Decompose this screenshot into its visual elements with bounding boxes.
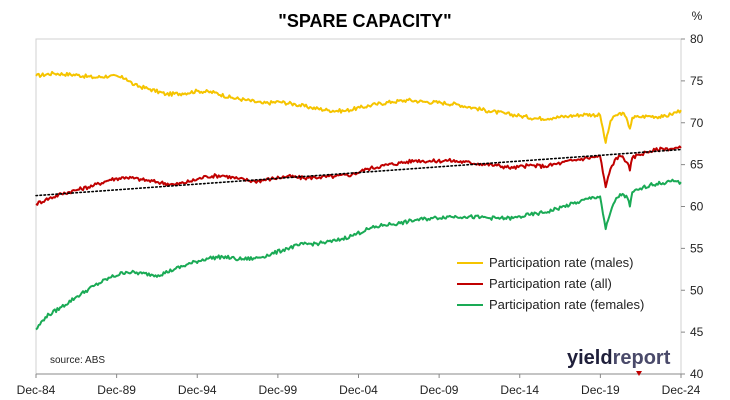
x-tick-label: Dec-24 (662, 383, 701, 397)
x-tick-label: Dec-89 (97, 383, 136, 397)
x-axis-ticks: Dec-84 Dec-89 Dec-94 Dec-99 Dec-04 Dec-09 Dec-… (17, 374, 701, 397)
y-axis-ticks: 40 45 50 55 60 65 70 75 80 (681, 32, 704, 381)
series-line-females (35, 178, 682, 331)
y-tick-label: 40 (690, 367, 704, 381)
y-tick-label: 45 (690, 325, 704, 339)
x-tick-label: Dec-19 (581, 383, 620, 397)
y-axis-unit-label: % (692, 9, 703, 23)
source-note: source: ABS (50, 355, 105, 366)
legend-entry-label: Participation rate (males) (489, 255, 634, 270)
x-tick-label: Dec-09 (420, 383, 459, 397)
y-tick-label: 80 (690, 32, 704, 46)
y-tick-label: 70 (690, 116, 704, 130)
y-tick-label: 50 (690, 283, 704, 297)
y-tick-label: 60 (690, 200, 704, 214)
series-line-males (35, 70, 682, 144)
legend: Participation rate (males) Participation … (457, 255, 644, 312)
x-tick-label: Dec-99 (259, 383, 298, 397)
chart-title: "SPARE CAPACITY" (278, 11, 451, 31)
x-tick-label: Dec-14 (500, 383, 539, 397)
legend-entry-label: Participation rate (females) (489, 297, 644, 312)
plot-frame (35, 38, 682, 375)
series-layer (35, 70, 682, 331)
svg-text:yieldreport: yieldreport (567, 347, 671, 369)
logo-accent-mark (636, 371, 642, 376)
x-tick-label: Dec-94 (178, 383, 217, 397)
y-tick-label: 65 (690, 158, 704, 172)
series-line-all (35, 145, 682, 206)
x-tick-label: Dec-84 (17, 383, 56, 397)
x-tick-label: Dec-04 (339, 383, 378, 397)
trendline-all (35, 148, 682, 197)
logo-part-1: yield (567, 347, 613, 369)
y-tick-label: 55 (690, 241, 704, 255)
legend-entry-label: Participation rate (all) (489, 276, 612, 291)
yieldreport-logo: yieldreport (567, 347, 671, 376)
logo-part-2: report (613, 347, 671, 369)
y-tick-label: 75 (690, 74, 704, 88)
plot-border (35, 38, 682, 375)
